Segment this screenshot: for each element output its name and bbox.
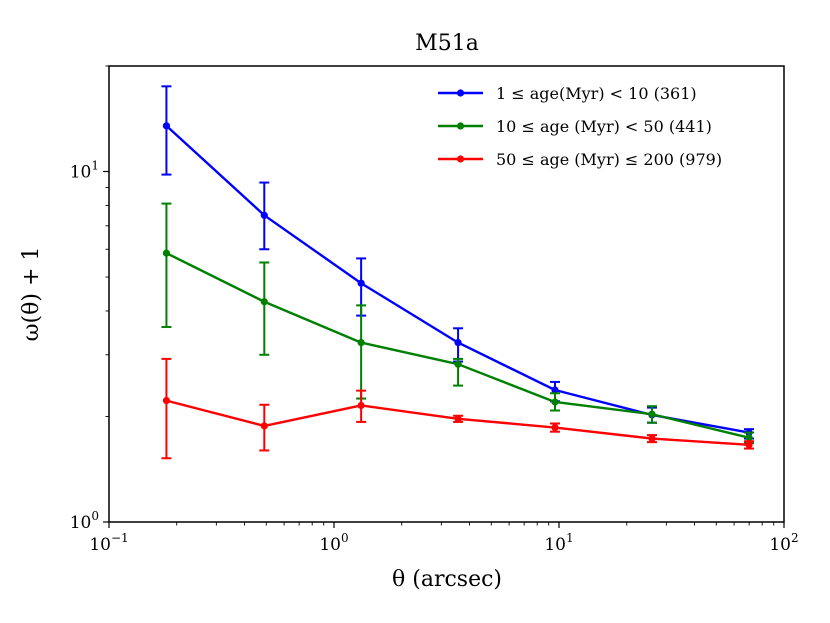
x-tick-label: 100 bbox=[319, 531, 348, 555]
y-tick-label: 100 bbox=[70, 509, 99, 533]
data-point bbox=[162, 249, 171, 257]
series-layer bbox=[161, 85, 755, 460]
data-point bbox=[551, 398, 559, 406]
data-point bbox=[454, 360, 462, 368]
data-point bbox=[162, 397, 171, 405]
data-point bbox=[551, 423, 559, 432]
legend-marker bbox=[456, 155, 465, 163]
series-2 bbox=[161, 357, 755, 460]
legend-label: 1 ≤ age(Myr) < 10 (361) bbox=[496, 84, 697, 103]
data-point bbox=[260, 211, 268, 219]
x-tick-label: 10−1 bbox=[89, 531, 128, 555]
data-point bbox=[648, 434, 656, 443]
data-point bbox=[454, 338, 462, 347]
y-tick-label: 101 bbox=[70, 159, 99, 183]
data-point bbox=[162, 122, 171, 130]
data-point bbox=[357, 401, 365, 410]
data-point bbox=[454, 415, 462, 423]
chart-title: M51a bbox=[415, 31, 479, 56]
data-point bbox=[745, 441, 753, 449]
data-point bbox=[745, 434, 753, 442]
legend: 1 ≤ age(Myr) < 10 (361) 10 ≤ age (Myr) < … bbox=[438, 84, 722, 169]
ticks-layer bbox=[103, 65, 785, 528]
x-tick-label: 102 bbox=[769, 531, 798, 555]
x-axis-label: θ (arcsec) bbox=[392, 567, 502, 592]
data-point bbox=[357, 279, 365, 287]
data-point bbox=[357, 338, 365, 347]
data-point bbox=[648, 410, 656, 418]
y-axis-label: ω(θ) + 1 bbox=[19, 247, 44, 342]
legend-marker bbox=[456, 89, 465, 97]
data-point bbox=[260, 422, 268, 430]
series-1 bbox=[161, 202, 755, 445]
data-point bbox=[260, 298, 268, 306]
legend-marker bbox=[456, 122, 465, 130]
plot-area bbox=[108, 65, 785, 523]
x-tick-label: 101 bbox=[544, 531, 573, 555]
data-point bbox=[551, 386, 559, 394]
legend-label: 50 ≤ age (Myr) ≤ 200 (979) bbox=[496, 150, 722, 169]
legend-label: 10 ≤ age (Myr) < 50 (441) bbox=[496, 117, 712, 136]
plot-frame bbox=[108, 65, 785, 523]
